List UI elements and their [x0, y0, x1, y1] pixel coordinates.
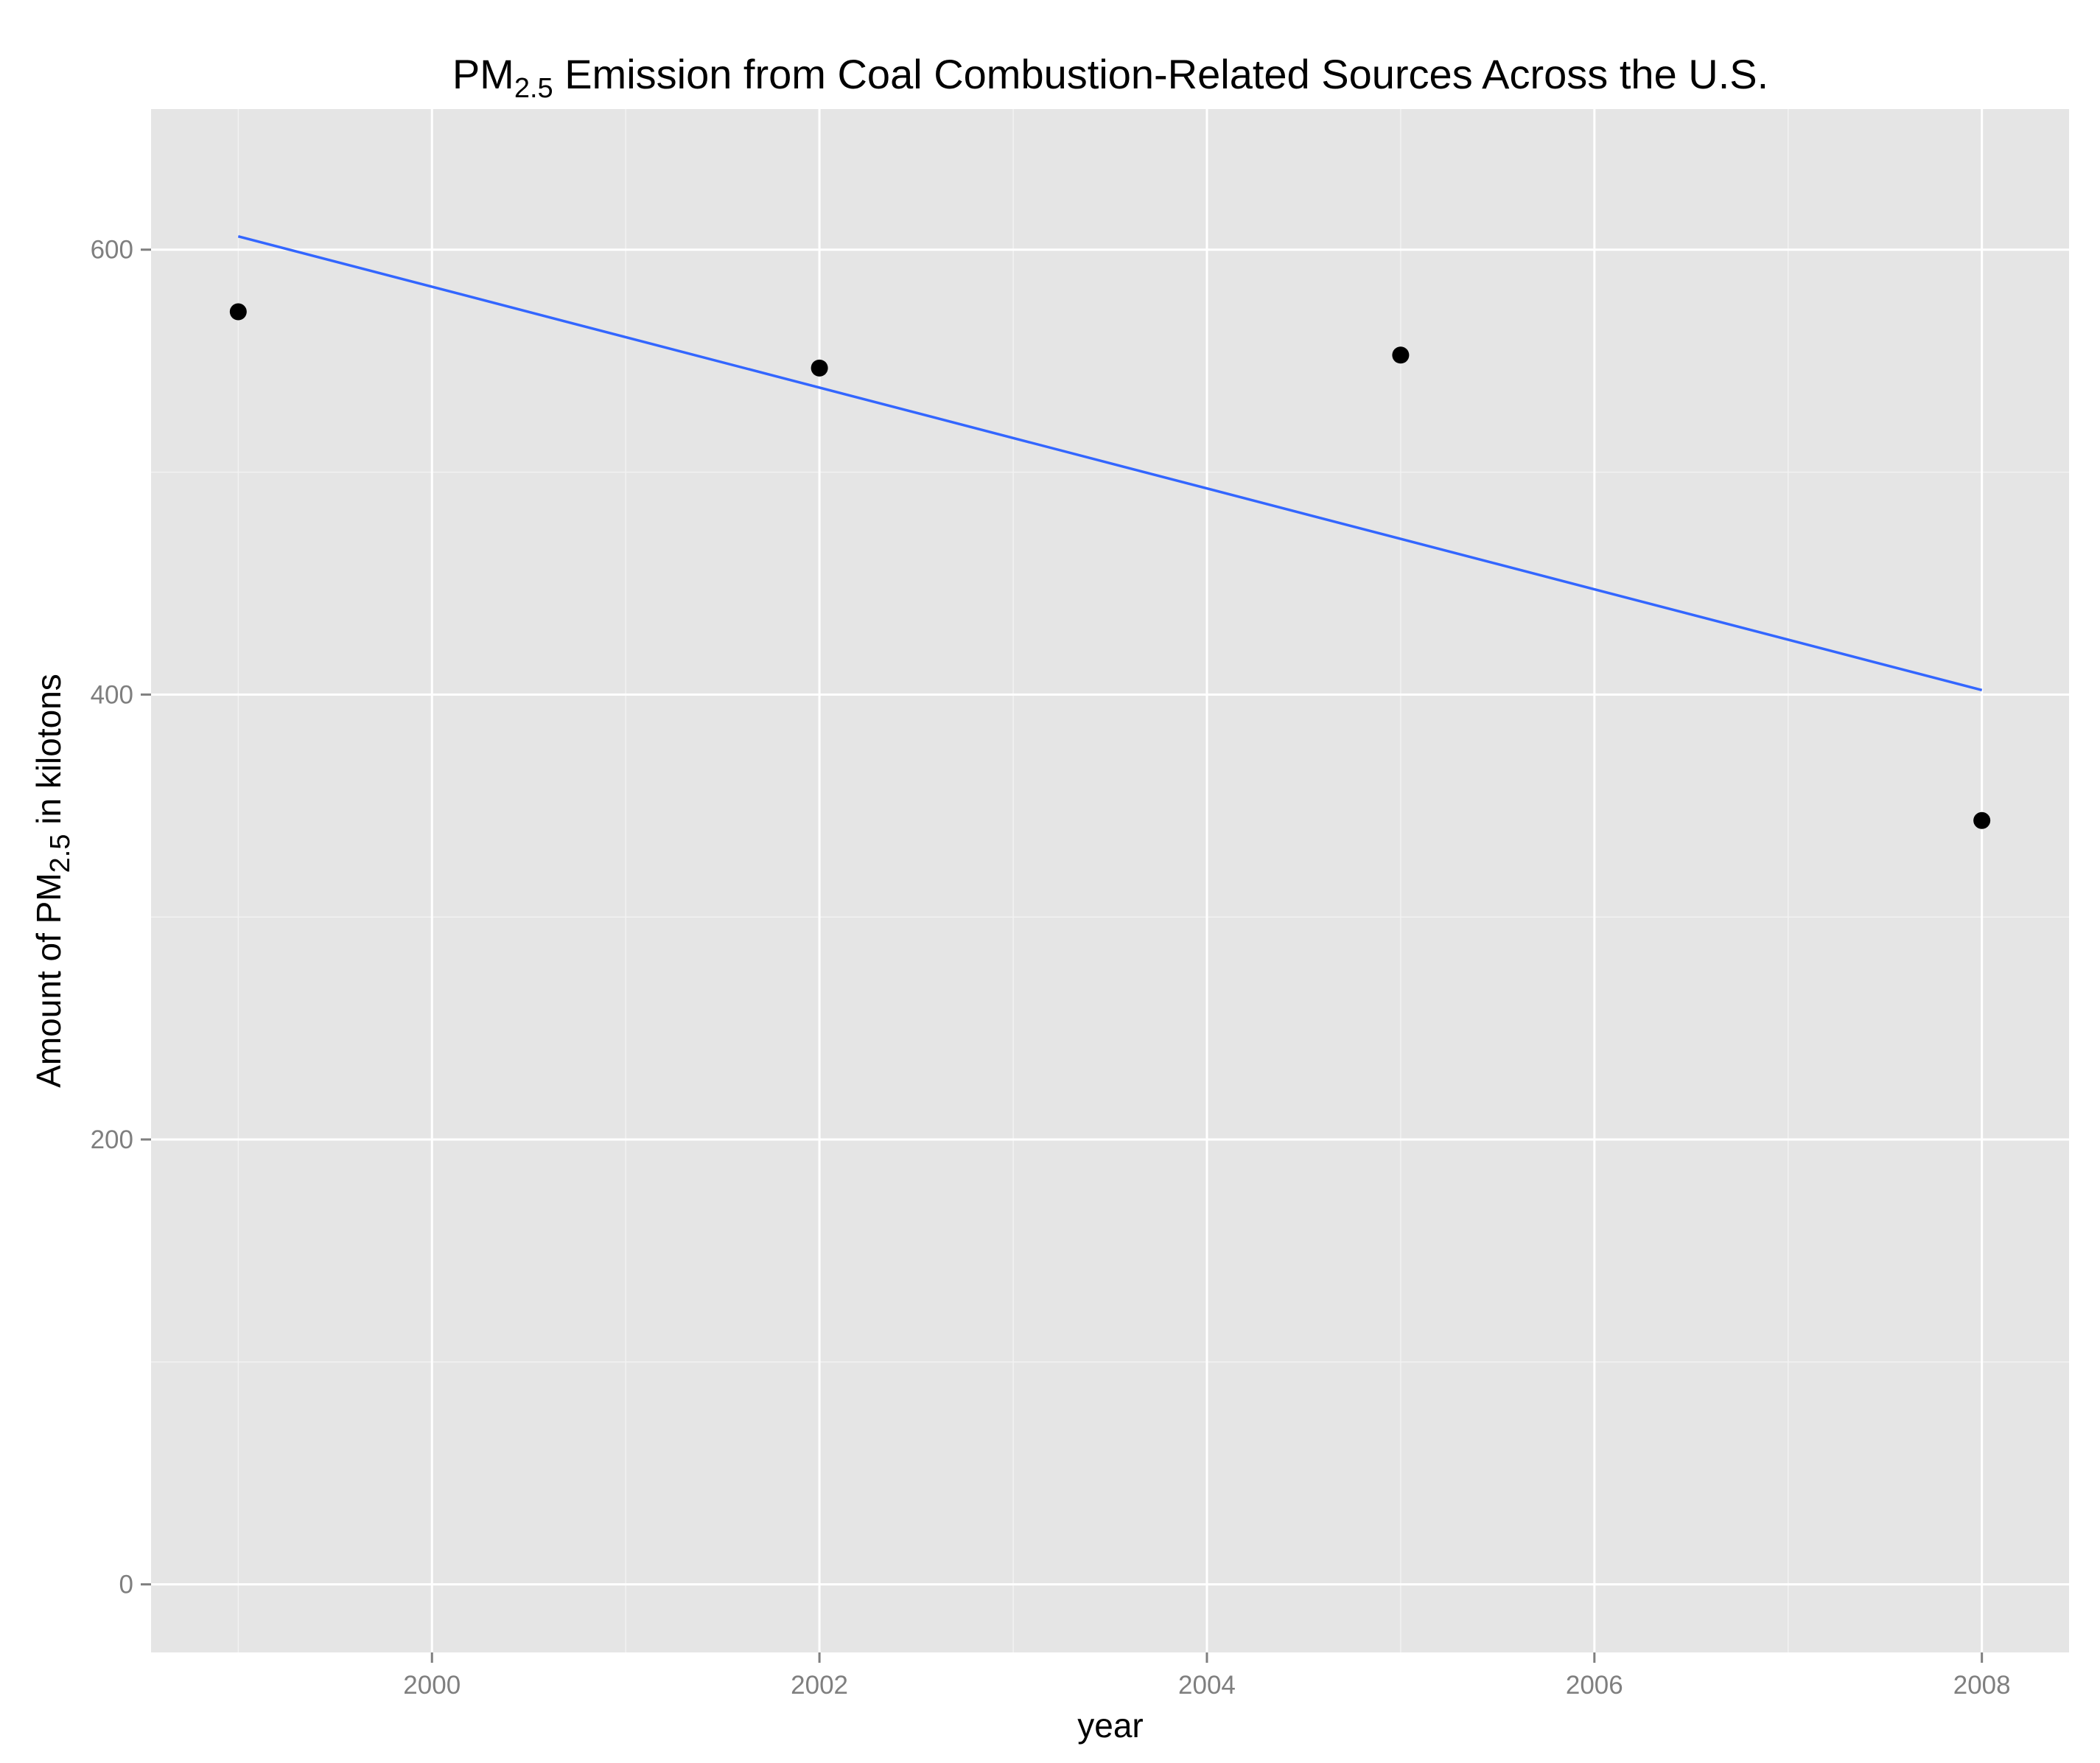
- data-point: [1392, 346, 1410, 364]
- y-axis-ticks: 0 200 400 600: [91, 236, 151, 1599]
- y-axis-title-pre: Amount of PM: [29, 873, 68, 1087]
- data-point: [229, 303, 247, 321]
- chart-title-pre: PM: [452, 51, 514, 97]
- trend-line: [237, 234, 1983, 692]
- chart-title-post: Emission from Coal Combustion-Related So…: [553, 51, 1769, 97]
- data-point: [811, 359, 828, 377]
- x-tick-label: 2004: [1178, 1671, 1236, 1700]
- x-tick-label: 2000: [403, 1671, 461, 1700]
- x-tick-label: 2002: [791, 1671, 848, 1700]
- data-point: [1973, 811, 1991, 829]
- y-tick-label: 400: [91, 680, 133, 709]
- y-tick-label: 600: [91, 236, 133, 265]
- x-tick-label: 2006: [1566, 1671, 1623, 1700]
- trend-line-layer: [237, 234, 1983, 692]
- chart-title-subscript: 2.5: [514, 73, 553, 104]
- y-tick-label: 200: [91, 1125, 133, 1154]
- y-axis-title-post: in kilotons: [29, 674, 68, 834]
- x-axis-title: year: [1077, 1706, 1143, 1745]
- plot-panel: [151, 109, 2069, 1652]
- x-tick-label: 2008: [1953, 1671, 2011, 1700]
- data-points: [229, 303, 1991, 829]
- major-gridlines: [151, 109, 2069, 1652]
- chart-title: PM2.5 Emission from Coal Combustion-Rela…: [452, 51, 1768, 104]
- y-axis-title-subscript: 2.5: [45, 834, 76, 873]
- y-axis-title: Amount of PM2.5 in kilotons: [29, 674, 76, 1088]
- x-axis-ticks: 2000 2002 2004 2006 2008: [403, 1652, 2011, 1700]
- y-tick-label: 0: [119, 1571, 133, 1599]
- minor-gridlines: [151, 109, 2069, 1652]
